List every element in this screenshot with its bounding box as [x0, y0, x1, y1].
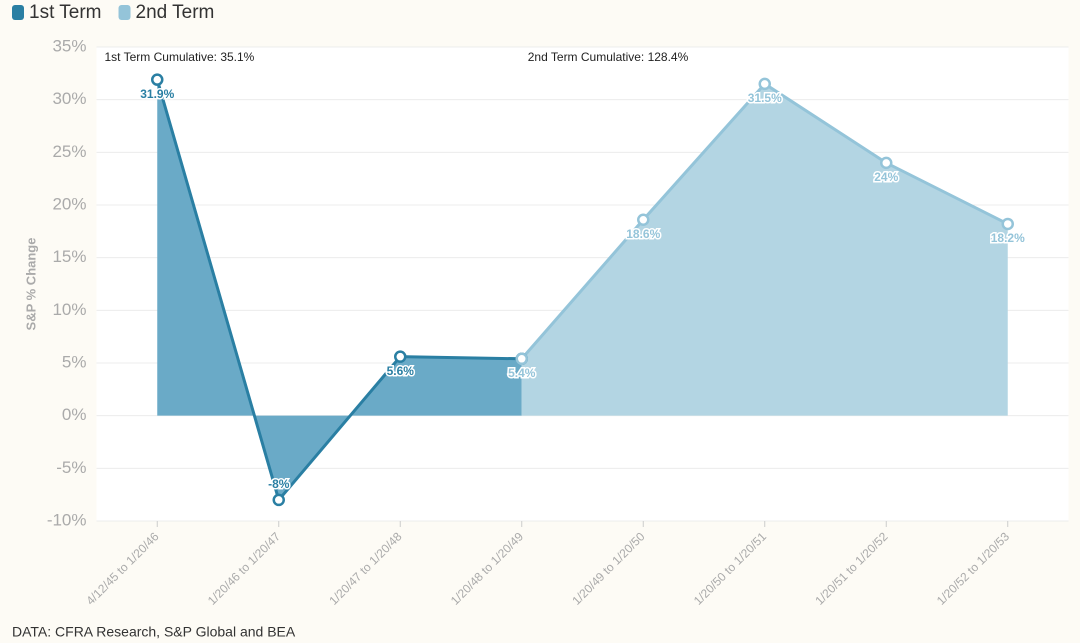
annotation: 2nd Term Cumulative: 128.4% [528, 50, 689, 64]
legend-swatch [12, 5, 24, 20]
x-tick-label: 1/20/51 to 1/20/52 [812, 529, 891, 608]
x-tick-label: 1/20/47 to 1/20/48 [326, 529, 405, 608]
data-label: 18.6% [626, 227, 660, 241]
x-tick-label: 4/12/45 to 1/20/46 [83, 529, 162, 608]
data-label: 5.6% [387, 364, 415, 378]
data-label: 5.4% [508, 366, 536, 380]
y-tick-label: 0% [62, 405, 87, 424]
x-tick-label: 1/20/46 to 1/20/47 [205, 529, 284, 608]
x-tick-label: 1/20/52 to 1/20/53 [934, 529, 1013, 608]
y-tick-label: 25% [52, 142, 86, 161]
data-label: 18.2% [991, 231, 1025, 245]
point [637, 213, 650, 226]
source: DATA: CFRA Research, S&P Global and BEA [12, 624, 296, 640]
x-tick-label: 1/20/50 to 1/20/51 [691, 529, 770, 608]
legend-label: 1st Term [29, 2, 102, 23]
y-tick-label: 10% [52, 300, 86, 319]
y-axis-label: S&P % Change [23, 238, 38, 331]
data-label: 31.5% [748, 91, 782, 105]
data-label: 31.9% [140, 87, 174, 101]
y-tick-label: -10% [47, 510, 87, 529]
line [155, 79, 522, 504]
legend-label: 2nd Term [136, 2, 215, 23]
y-tick-label: -5% [56, 458, 86, 477]
data-label: 24% [874, 170, 898, 184]
point [515, 352, 528, 366]
data-label: -8% [268, 477, 290, 491]
y-tick-label: 30% [52, 89, 86, 108]
y-tick-label: 15% [52, 247, 86, 266]
x-tick-label: 1/20/49 to 1/20/50 [569, 529, 648, 608]
point [272, 493, 285, 507]
x-tick-label: 1/20/48 to 1/20/49 [448, 529, 527, 608]
y-tick-label: 35% [52, 36, 86, 55]
point [1001, 217, 1014, 231]
point [151, 73, 164, 86]
y-tick-label: 5% [62, 352, 87, 371]
annotation: 1st Term Cumulative: 35.1% [105, 50, 255, 64]
point [880, 156, 893, 170]
legend-swatch [118, 5, 131, 20]
point [758, 77, 771, 91]
point [394, 350, 407, 363]
y-tick-label: 20% [52, 194, 86, 213]
